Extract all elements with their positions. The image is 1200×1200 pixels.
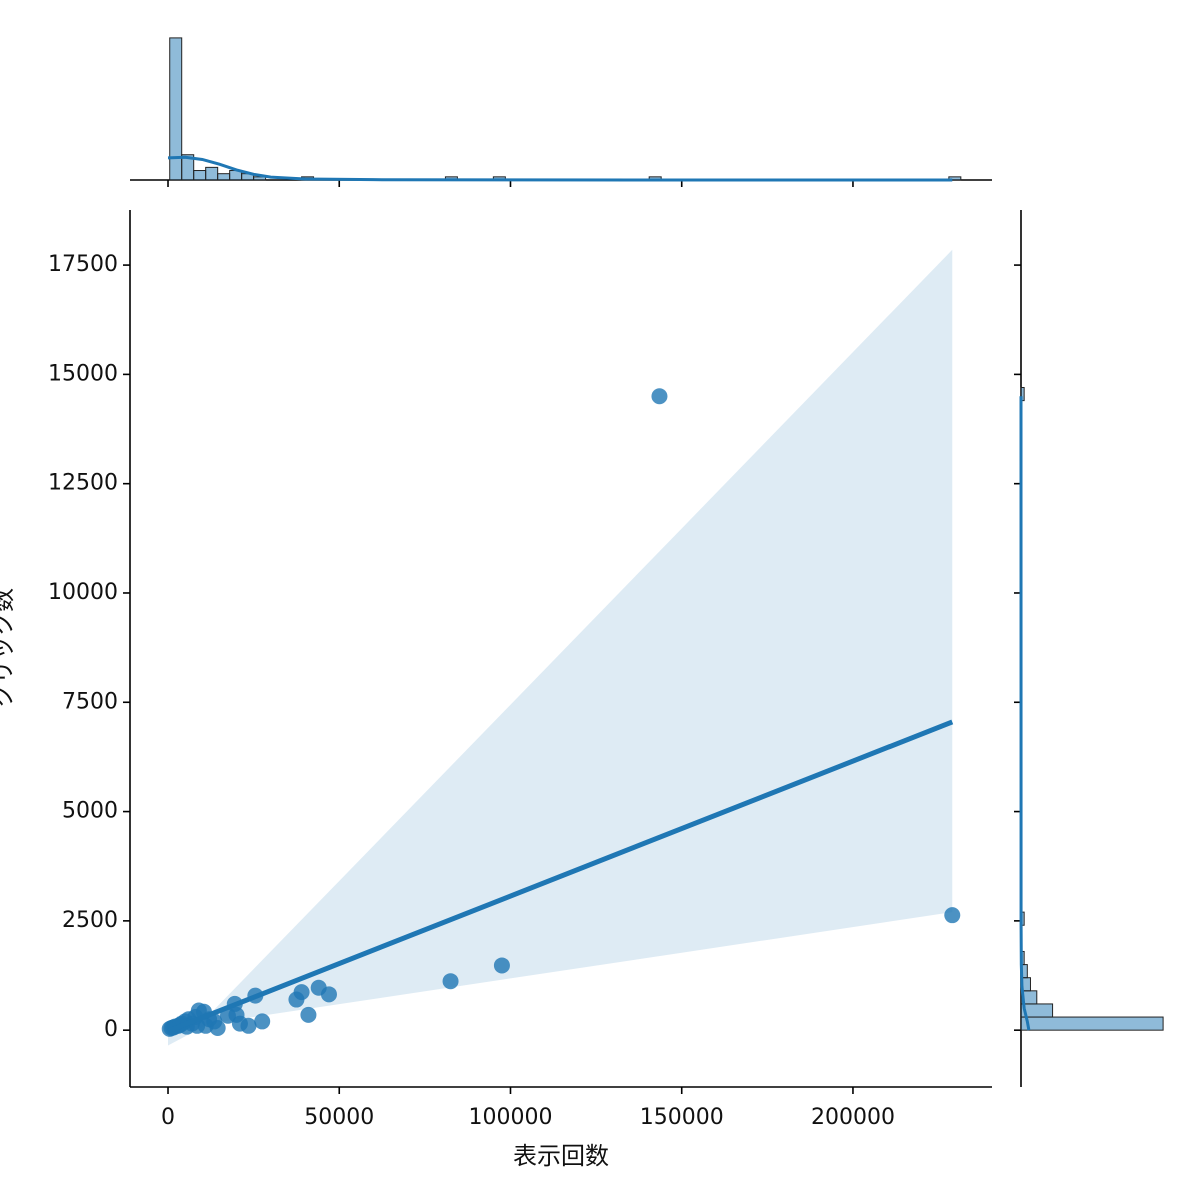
regression-line: [167, 719, 954, 1034]
y-tick-label: 10000: [48, 580, 118, 605]
point: [254, 1013, 271, 1030]
confidence-band: [168, 249, 953, 1046]
x-tick-label: 150000: [640, 1105, 724, 1130]
point: [442, 973, 459, 990]
y-tick-label: 5000: [62, 799, 118, 824]
point: [300, 1006, 317, 1023]
point: [288, 991, 305, 1008]
x-tick-label: 0: [161, 1105, 175, 1130]
hist-bar: [1020, 386, 1025, 402]
point: [944, 907, 961, 924]
point: [320, 986, 337, 1003]
y-tick-label: 17500: [48, 252, 118, 277]
hist-bar: [205, 166, 219, 181]
x-tick-label: 50000: [304, 1105, 374, 1130]
hist-bar: [193, 170, 207, 181]
hist-bar: [169, 37, 183, 181]
point: [231, 1015, 248, 1032]
point: [219, 1007, 236, 1024]
hist-bar: [948, 176, 962, 181]
hist-bar: [253, 176, 267, 181]
hist-bar: [217, 173, 231, 181]
y-tick-label: 0: [104, 1017, 118, 1042]
x-tick-label: 200000: [811, 1105, 895, 1130]
point: [651, 388, 668, 405]
y-axis-label: クリック数: [0, 588, 17, 708]
y-tick-label: 7500: [62, 689, 118, 714]
x-axis-label: 表示回数: [513, 1142, 609, 1170]
x-tick-label: 100000: [468, 1105, 552, 1130]
kde-line: [1019, 396, 1031, 1031]
point: [493, 957, 510, 974]
kde-line: [167, 155, 953, 182]
y-tick-label: 2500: [62, 908, 118, 933]
hist-bar: [181, 154, 195, 181]
y-tick-label: 15000: [48, 361, 118, 386]
y-tick-label: 12500: [48, 471, 118, 496]
point: [206, 1013, 223, 1030]
hist-bar: [1020, 1016, 1164, 1031]
